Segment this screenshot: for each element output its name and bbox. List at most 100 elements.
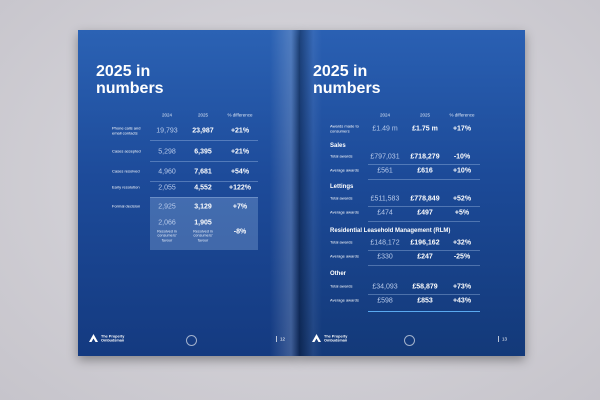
column-header: % difference [449, 112, 475, 118]
cell: -8% [233, 228, 247, 236]
cell: 7,681 [194, 168, 212, 176]
logo [312, 334, 321, 342]
icon [404, 335, 415, 346]
cell-note: Resolved in consumers' favour [193, 229, 213, 243]
page-number: 12 [280, 336, 286, 342]
cell: £598 [377, 297, 393, 305]
cell: £778,849 [410, 195, 440, 203]
section-title: Sales [330, 143, 346, 149]
cell: £58,879 [412, 283, 438, 291]
separator [498, 336, 499, 342]
section-title: Other [330, 271, 347, 277]
cell: +10% [452, 167, 472, 175]
column-header: % difference [227, 112, 253, 118]
cell: +7% [232, 203, 248, 211]
cell: £1.75 m [412, 125, 438, 133]
cell: £474 [377, 209, 393, 217]
section-title: Residential Leasehold Management (RLM) [330, 228, 451, 234]
cell: 6,395 [194, 148, 212, 156]
cell: £718,279 [410, 153, 440, 161]
spine-shade [300, 30, 322, 356]
column-header: 2024 [161, 112, 173, 118]
cell: -10% [453, 153, 471, 161]
cell-note: Resolved in consumers' favour [157, 229, 177, 243]
cell: £330 [377, 253, 393, 261]
cell: +17% [452, 125, 472, 133]
cell: +43% [452, 297, 472, 305]
accent-rule [368, 311, 480, 312]
cell: 19,793 [156, 127, 178, 135]
row-rule [150, 161, 258, 162]
cell: £196,162 [410, 239, 440, 247]
page-number: 13 [502, 336, 508, 342]
row-label: Total awards [330, 195, 353, 201]
right-page [300, 30, 525, 356]
cell: 5,298 [158, 148, 176, 156]
cell: £511,583 [370, 195, 400, 203]
page-title: 2025 in numbers [313, 63, 381, 97]
brand: The Property Ombudsman [324, 334, 348, 343]
cell: +73% [452, 283, 472, 291]
cell: 4,960 [158, 168, 176, 176]
row-rule [368, 265, 480, 266]
row-label: Early resolution [112, 184, 140, 190]
cell: 2,925 [158, 203, 176, 211]
cell: 2,055 [158, 184, 176, 192]
row-rule [368, 250, 480, 251]
section-title: Lettings [330, 184, 354, 190]
cell: £561 [377, 167, 393, 175]
cell: +21% [230, 127, 250, 135]
spine-shade [270, 30, 300, 356]
row-label: Average awards [330, 297, 359, 303]
cell: 3,129 [194, 203, 212, 211]
cell: +21% [230, 148, 250, 156]
row-label: Total awards [330, 153, 353, 159]
cell: 1,905 [194, 219, 212, 227]
cell: £797,031 [370, 153, 400, 161]
row-label: Cases accepted [112, 148, 141, 154]
row-label: Phone calls and email contacts [112, 125, 141, 135]
brand: The Property Ombudsman [101, 334, 125, 343]
cell: +32% [452, 239, 472, 247]
row-rule [368, 206, 480, 207]
icon [186, 335, 197, 346]
cell: £148,172 [370, 239, 400, 247]
row-label: Formal decision [112, 203, 141, 209]
page-title: 2025 in numbers [96, 63, 164, 97]
cell: 4,552 [194, 184, 212, 192]
cell: 23,987 [192, 127, 214, 135]
cell: £616 [417, 167, 433, 175]
column-header: 2025 [197, 112, 209, 118]
cell: +122% [229, 184, 251, 192]
cell: +5% [454, 209, 470, 217]
cell: £34,093 [372, 283, 398, 291]
row-label: Total awards [330, 239, 353, 245]
cell: £853 [417, 297, 433, 305]
row-label: Average awards [330, 253, 359, 259]
cell: £1.49 m [372, 125, 398, 133]
cell: £497 [417, 209, 433, 217]
row-rule [150, 181, 258, 182]
row-rule [150, 197, 258, 198]
left-page [78, 30, 300, 356]
row-label: Total awards [330, 283, 353, 289]
logo [89, 334, 98, 342]
row-label: Cases resolved [112, 168, 140, 174]
cell: +52% [452, 195, 472, 203]
cell: +54% [230, 168, 250, 176]
column-header: 2024 [379, 112, 391, 118]
highlight-box [150, 197, 258, 250]
row-rule [368, 294, 480, 295]
row-label: Average awards [330, 167, 359, 173]
separator [276, 336, 277, 342]
cell: £247 [417, 253, 433, 261]
column-header: 2025 [419, 112, 431, 118]
row-rule [368, 179, 480, 180]
cell: -25% [453, 253, 471, 261]
cell: 2,066 [158, 219, 176, 227]
row-rule [150, 140, 258, 141]
row-label: Awards made to consumers [330, 123, 359, 133]
row-rule [368, 164, 480, 165]
row-rule [368, 221, 480, 222]
